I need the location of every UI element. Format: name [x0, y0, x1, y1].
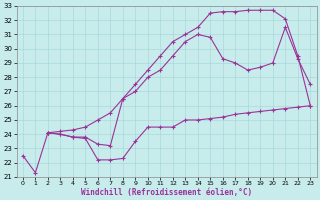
X-axis label: Windchill (Refroidissement éolien,°C): Windchill (Refroidissement éolien,°C): [81, 188, 252, 197]
